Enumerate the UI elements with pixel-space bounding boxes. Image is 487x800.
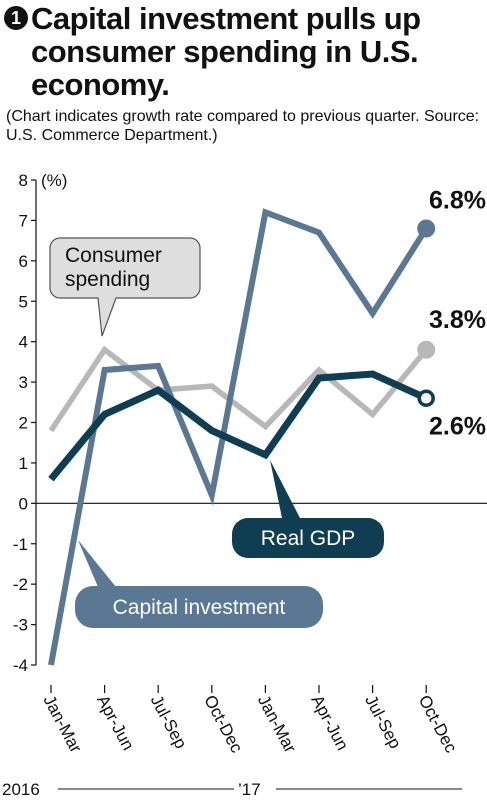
end-value-label-real-gdp: 2.6% <box>429 412 486 440</box>
series-line-consumer-spending <box>48 345 429 433</box>
y-tick-label: -4 <box>13 656 28 675</box>
year-label-2016: 2016 <box>2 780 40 799</box>
real-gdp-callout-label: Real GDP <box>261 527 356 550</box>
x-tick-label: Apr-Jun <box>93 692 138 753</box>
chart-header: 1 Capital investment pulls up consumer s… <box>4 2 484 145</box>
x-tick-label: Jan-Mar <box>39 692 85 756</box>
series-line-real-gdp <box>48 370 428 482</box>
y-tick-label: 8 <box>19 171 28 190</box>
real-gdp-callout-pointer <box>270 460 300 518</box>
end-marker-real-gdp <box>417 389 435 407</box>
series-line-capital-investment <box>48 208 429 666</box>
end-marker-capital-investment <box>417 219 436 238</box>
y-tick-label: 1 <box>19 454 28 473</box>
chart-subtitle: (Chart indicates growth rate compared to… <box>6 108 480 144</box>
capital-investment-callout-label: Capital investment <box>113 596 286 619</box>
x-tick-label: Apr-Jun <box>307 692 352 753</box>
figure-number-badge: 1 <box>4 6 28 30</box>
end-value-label-consumer-spending: 3.8% <box>429 306 486 334</box>
consumer-spending-callout-label: Consumer spending <box>65 244 162 291</box>
y-tick-label: 2 <box>19 414 28 433</box>
capital-investment-callout-pointer <box>78 540 116 587</box>
y-tick-label: 3 <box>19 373 28 392</box>
y-tick-label: 6 <box>19 252 28 271</box>
y-tick-label: 5 <box>19 292 28 311</box>
end-value-label-capital-investment: 6.8% <box>429 187 486 215</box>
x-tick-label: Oct-Dec <box>415 692 461 756</box>
y-unit-label: (%) <box>41 171 67 190</box>
series-layer <box>48 208 429 666</box>
x-tick-label: Oct-Dec <box>200 692 246 756</box>
year-label-2017: ’17 <box>238 780 261 799</box>
x-tick-label: Jan-Mar <box>254 692 300 756</box>
end-marker-consumer-spending <box>417 340 436 359</box>
y-tick-label: -2 <box>13 575 28 594</box>
y-tick-label: 7 <box>19 211 28 230</box>
x-tick-label: Jul-Sep <box>147 692 191 752</box>
y-tick-label: -3 <box>13 616 28 635</box>
y-tick-label: -1 <box>13 535 28 554</box>
y-tick-label: 4 <box>19 333 28 352</box>
capital-investment-callout-pill <box>75 586 323 628</box>
title-row: 1 Capital investment pulls up consumer s… <box>4 2 484 101</box>
x-tick-label: Jul-Sep <box>361 692 405 752</box>
label-layer: 3.8% 2.6% 6.8% Consumer spending Real GDP Capi… <box>49 187 486 628</box>
chart-title: Capital investment pulls up consumer spe… <box>31 1 421 102</box>
consumer-spending-callout-bubble <box>49 237 201 337</box>
real-gdp-callout-pill <box>232 518 384 558</box>
y-tick-label: 0 <box>19 494 28 513</box>
